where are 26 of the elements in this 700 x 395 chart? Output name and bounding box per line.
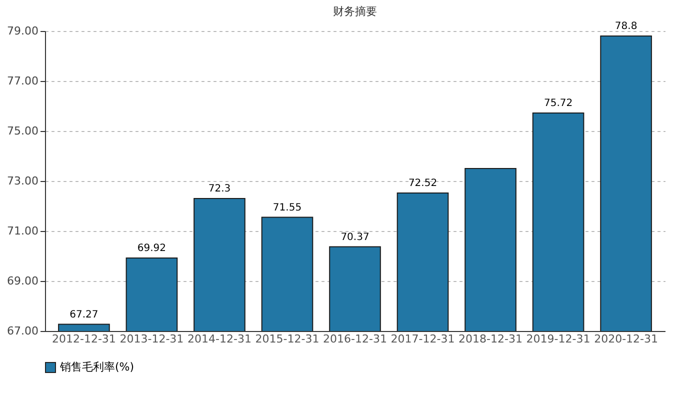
x-tick-label: 2012-12-31 xyxy=(52,332,116,346)
data-label: 72.52 xyxy=(408,178,438,189)
data-label: 72.3 xyxy=(208,184,231,194)
x-tick-label: 2014-12-31 xyxy=(188,332,252,346)
data-label: 75.72 xyxy=(544,98,573,109)
legend-label: 销售毛利率(%) xyxy=(59,360,134,374)
y-tick-label: 75.00 xyxy=(7,124,38,138)
data-label: 67.27 xyxy=(70,309,98,320)
y-tick-label: 77.00 xyxy=(7,74,38,88)
x-tick-label: 2018-12-31 xyxy=(458,332,522,346)
x-tick-label: 2016-12-31 xyxy=(323,332,387,346)
x-tick-label: 2015-12-31 xyxy=(255,332,320,346)
x-tick-label: 2019-12-31 xyxy=(526,332,590,346)
data-label: 78.8 xyxy=(614,21,638,32)
y-tick-label: 67.00 xyxy=(7,324,38,338)
y-tick-label: 71.00 xyxy=(7,224,38,238)
x-tick-label: 2013-12-31 xyxy=(120,332,184,346)
data-label: 70.37 xyxy=(340,232,370,243)
data-label: 71.55 xyxy=(272,202,302,214)
chart-title: 财务摘要 xyxy=(333,5,377,18)
y-tick-label: 69.00 xyxy=(7,274,38,288)
y-tick-label: 79.00 xyxy=(7,24,38,38)
y-tick-label: 73.00 xyxy=(7,174,38,188)
data-label: 69.92 xyxy=(137,243,166,254)
x-tick-label: 2020-12-31 xyxy=(594,332,658,346)
x-tick-label: 2017-12-31 xyxy=(390,332,455,346)
